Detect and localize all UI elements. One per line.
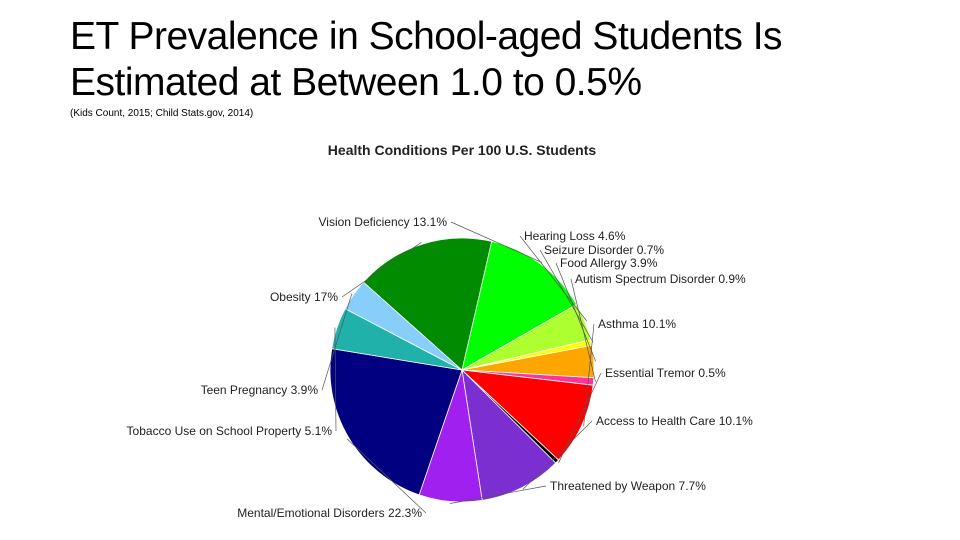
leader-line-access-to-health-care xyxy=(522,420,593,490)
leader-line-mental-emotional-disorders xyxy=(346,438,427,514)
slice-label-threatened-by-weapon: Threatened by Weapon 7.7% xyxy=(550,479,706,493)
slice-label-seizure-disorder: Seizure Disorder 0.7% xyxy=(544,243,664,257)
pie-slices xyxy=(329,237,595,503)
citation: (Kids Count, 2015; Child Stats.gov, 2014… xyxy=(70,108,254,119)
leader-line-tobacco-use-on-school-property xyxy=(334,327,337,432)
leader-line-asthma xyxy=(583,323,595,427)
slice-label-obesity: Obesity 17% xyxy=(270,290,338,304)
pie-slice-asthma xyxy=(460,369,594,461)
leader-lines xyxy=(321,221,602,514)
slice-label-hearing-loss: Hearing Loss 4.6% xyxy=(524,229,626,243)
leader-line-essential-tremor xyxy=(558,372,602,464)
leader-line-vision-deficiency xyxy=(450,221,543,263)
slice-label-asthma: Asthma 10.1% xyxy=(598,317,676,331)
slice-labels: Vision Deficiency 13.1% Hearing Loss 4.6%… xyxy=(127,215,754,520)
slice-label-access-to-health-care: Access to Health Care 10.1% xyxy=(596,414,753,428)
slice-label-teen-pregnancy: Teen Pregnancy 3.9% xyxy=(201,383,319,397)
slice-label-mental-emotional-disorders: Mental/Emotional Disorders 22.3% xyxy=(237,506,422,520)
leader-line-obesity xyxy=(341,242,422,298)
slide-title: ET Prevalence in School-aged Students Is… xyxy=(70,14,930,106)
slice-label-tobacco-use-on-school-property: Tobacco Use on School Property 5.1% xyxy=(127,424,333,438)
slice-label-vision-deficiency: Vision Deficiency 13.1% xyxy=(318,215,447,229)
leader-line-threatened-by-weapon xyxy=(450,485,547,504)
chart-title: Health Conditions Per 100 U.S. Students xyxy=(328,142,597,158)
slice-label-autism-spectrum-disorder: Autism Spectrum Disorder 0.9% xyxy=(575,272,746,286)
slice-label-food-allergy: Food Allergy 3.9% xyxy=(560,256,658,270)
leader-line-teen-pregnancy xyxy=(321,293,353,391)
slide-title-line1: ET Prevalence in School-aged Students Is xyxy=(70,15,783,58)
pie-slice-mental-emotional-disorders xyxy=(329,348,463,496)
slice-label-essential-tremor: Essential Tremor 0.5% xyxy=(605,366,726,380)
pie-slice-obesity xyxy=(362,237,493,371)
slide-title-line2: Estimated at Between 1.0 to 0.5% xyxy=(70,61,642,104)
leader-line-autism-spectrum-disorder xyxy=(570,278,596,382)
leader-line-seizure-disorder xyxy=(539,249,594,343)
leader-line-hearing-loss xyxy=(519,235,587,322)
pie-slice-access-to-health-care xyxy=(461,368,557,501)
leader-line-food-allergy xyxy=(555,262,597,362)
